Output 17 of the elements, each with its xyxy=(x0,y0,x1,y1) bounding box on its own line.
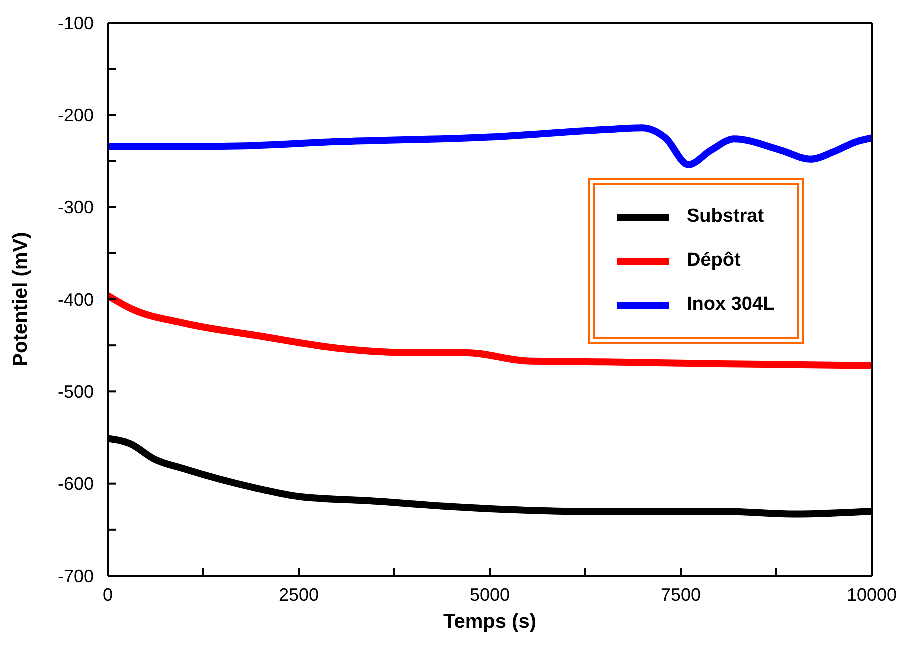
x-tick-label: 5000 xyxy=(470,584,510,605)
x-tick-label: 7500 xyxy=(660,584,702,605)
legend-label: Inox 304L xyxy=(687,294,775,316)
x-tick-label: 0 xyxy=(102,584,114,605)
y-tick-label: -500 xyxy=(58,382,94,402)
legend-label: Substrat xyxy=(687,206,764,228)
x-axis-title: Temps (s) xyxy=(444,611,536,633)
y-axis-title: Potentiel (mV) xyxy=(10,232,32,367)
x-tick-label: 10000 xyxy=(846,584,898,605)
y-tick-label: -200 xyxy=(58,106,94,126)
x-tick-label: 2500 xyxy=(278,584,320,605)
legend-label: Dépôt xyxy=(687,250,741,272)
y-tick-label: -100 xyxy=(58,13,94,34)
y-tick-label: -600 xyxy=(58,474,94,494)
y-tick-label: -700 xyxy=(58,566,94,586)
y-tick-label: -400 xyxy=(58,290,94,310)
y-tick-label: -300 xyxy=(58,198,94,218)
